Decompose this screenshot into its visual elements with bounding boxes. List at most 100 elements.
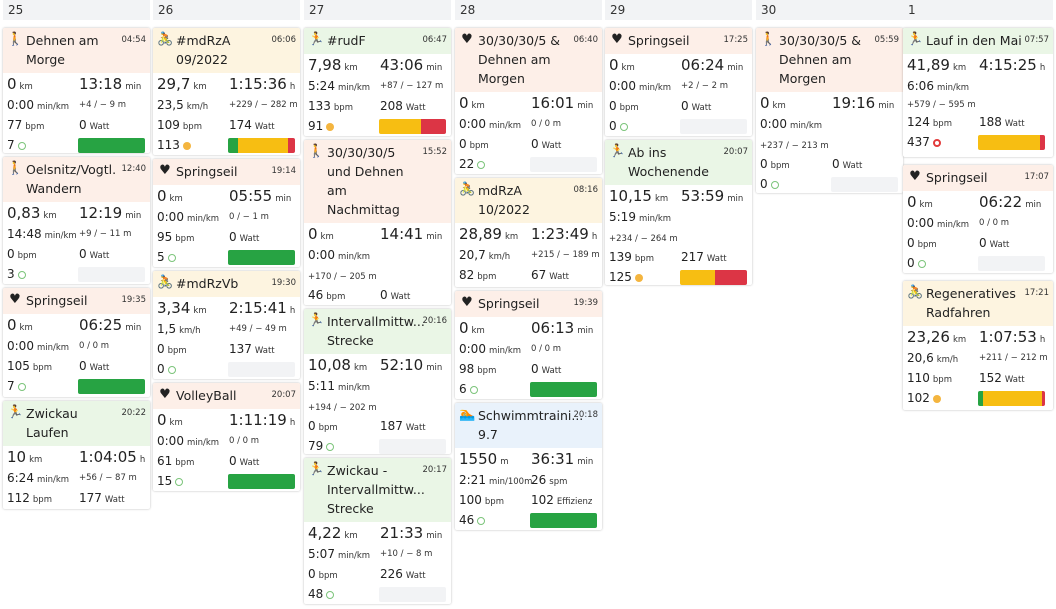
activity-card[interactable]: 🚶 Dehnen am Morge 04:54 0 km 13:18 min 0:00…: [3, 28, 150, 153]
activity-header[interactable]: 🚶 Oelsnitz/Vogtl. Wandern 12:40: [3, 157, 150, 202]
activity-card[interactable]: 🏃 #rudF 06:47 7,98 km 43:06 min 5:24 min/km +…: [304, 28, 451, 136]
day-header: 28: [455, 0, 602, 20]
day-column-26: 26 🚴 #mdRzA 09/2022 06:06 29,7 km 1:15:36 h…: [153, 0, 300, 491]
hiking-icon: 🚶: [7, 161, 24, 176]
load-indicator-icon: [477, 516, 486, 525]
activity-time: 19:35: [121, 295, 147, 305]
activity-card[interactable]: 🚶 30/30/30/5 und Dehnen am Nachmittag 15…: [304, 140, 451, 305]
activity-header[interactable]: ♥ Springseil 17:25: [605, 28, 752, 54]
day-header: 30: [756, 0, 903, 20]
activity-card[interactable]: 🚴 Regeneratives Radfahren 17:21 23,26 km 1…: [903, 281, 1053, 410]
activity-header[interactable]: 🚶 30/30/30/5 und Dehnen am Nachmittag 15…: [304, 140, 451, 223]
activity-time: 17:07: [1024, 172, 1050, 182]
activity-card[interactable]: ♥ Springseil 19:14 0 km 05:55 min 0:00 min/k…: [153, 159, 300, 267]
intensity-bar: [530, 382, 597, 397]
activity-title: Dehnen am Morge: [26, 33, 99, 67]
activity-title: Oelsnitz/Vogtl. Wandern: [26, 162, 117, 196]
activity-header[interactable]: ♥ Springseil 19:39: [455, 291, 602, 317]
activity-header[interactable]: 🏃 Zwickau Laufen 20:22: [3, 401, 150, 446]
intensity-bar: [78, 267, 145, 282]
distance-value: 0: [7, 75, 17, 93]
activity-card[interactable]: 🏃 Zwickau Laufen 20:22 10 km 1:04:05 h 6:24…: [3, 401, 150, 509]
activity-time: 20:07: [723, 147, 749, 157]
activity-header[interactable]: 🏃 Zwickau - Intervallmittw... Strecke 20…: [304, 458, 451, 522]
activity-card[interactable]: 🏊 Schwimmtraini... 9.7 20:18 1550 m 36:31 m…: [455, 403, 602, 530]
activity-title: #mdRzA 09/2022: [176, 33, 231, 67]
intensity-bar: [379, 439, 446, 454]
stats-row: 77 bpm 0 Watt: [7, 118, 110, 132]
activity-card[interactable]: ♥ VolleyBall 20:07 0 km 1:11:19 h 0:00 min/k…: [153, 383, 300, 491]
activity-header[interactable]: 🚴 mdRzA 10/2022 08:16: [455, 178, 602, 223]
activity-header[interactable]: 🚶 30/30/30/5 & Dehnen am Morgen 05:59: [756, 28, 903, 92]
activity-header[interactable]: 🏊 Schwimmtraini... 9.7 20:18: [455, 403, 602, 448]
stretching-icon: 🚶: [308, 144, 325, 159]
load-indicator-icon: [477, 160, 486, 169]
heartbeat-icon: ♥: [461, 295, 473, 310]
activity-time: 17:21: [1024, 288, 1050, 298]
activity-card[interactable]: ♥ Springseil 17:25 0 km 06:24 min 0:00 min/k…: [605, 28, 752, 136]
activity-header[interactable]: ♥ Springseil 19:14: [153, 159, 300, 185]
cycling-icon: 🚴: [459, 182, 476, 197]
running-icon: 🏃: [907, 32, 924, 47]
day-column-29: 29 ♥ Springseil 17:25 0 km 06:24 min 0:00 mi…: [605, 0, 752, 285]
stretching-icon: 🚶: [7, 32, 24, 47]
intensity-bar: [228, 362, 295, 377]
activity-card[interactable]: 🚴 #mdRzVb 19:30 3,34 km 2:15:41 h 1,5 km/h +4…: [153, 271, 300, 379]
activity-card[interactable]: 🚶 Oelsnitz/Vogtl. Wandern 12:40 0,83 km 12…: [3, 157, 150, 284]
activity-card[interactable]: 🏃 Zwickau - Intervallmittw... Strecke 20…: [304, 458, 451, 604]
activity-time: 19:39: [573, 298, 599, 308]
activity-card[interactable]: 🏃 Lauf in den Mai 07:57 41,89 km 4:15:25 h …: [903, 28, 1053, 157]
activity-title: Springseil: [926, 170, 988, 185]
activity-header[interactable]: ♥ VolleyBall 20:07: [153, 383, 300, 409]
activity-header[interactable]: 🚶 Dehnen am Morge 04:54: [3, 28, 150, 73]
pace-value: 0:00: [7, 98, 34, 112]
load-indicator-icon: [634, 273, 643, 282]
activity-time: 17:25: [723, 35, 749, 45]
activity-time: 06:06: [271, 35, 297, 45]
activity-header[interactable]: ♥ 30/30/30/5 & Dehnen am Morgen 06:40: [455, 28, 602, 92]
intensity-bar: [680, 119, 747, 134]
activity-card[interactable]: 🏃 Ab ins Wochenende 20:07 10,15 km 53:59 mi…: [605, 140, 752, 285]
activity-title: mdRzA 10/2022: [478, 183, 530, 217]
day-column-28: 28 ♥ 30/30/30/5 & Dehnen am Morgen 06:40…: [455, 0, 602, 530]
heartrate-value: 77: [7, 118, 23, 132]
activity-header[interactable]: 🚴 Regeneratives Radfahren 17:21: [903, 281, 1053, 326]
activity-card[interactable]: ♥ Springseil 19:39 0 km 06:13 min 0:00 min/k…: [455, 291, 602, 399]
activity-header[interactable]: 🏃 Ab ins Wochenende 20:07: [605, 140, 752, 185]
intensity-bar: [530, 513, 597, 528]
activity-header[interactable]: ♥ Springseil 17:07: [903, 165, 1053, 191]
load-score: 7: [7, 138, 15, 152]
intensity-bar: [831, 177, 898, 192]
activity-header[interactable]: 🚴 #mdRzA 09/2022 06:06: [153, 28, 300, 73]
activity-title: Springseil: [26, 293, 88, 308]
cycling-icon: 🚴: [907, 285, 924, 300]
activity-card[interactable]: ♥ Springseil 19:35 0 km 06:25 min 0:00 min/k…: [3, 288, 150, 397]
day-column-25: 25 🚶 Dehnen am Morge 04:54 0 km 13:18 min 0…: [3, 0, 150, 509]
activity-time: 06:40: [573, 35, 599, 45]
activity-time: 20:07: [271, 390, 297, 400]
day-column-27: 27 🏃 #rudF 06:47 7,98 km 43:06 min 5:24 min/…: [304, 0, 451, 604]
load-indicator-icon: [932, 138, 941, 147]
activity-header[interactable]: 🏃 #rudF 06:47: [304, 28, 451, 54]
day-column-1: 1 🏃 Lauf in den Mai 07:57 41,89 km 4:15:25…: [903, 0, 1053, 410]
day-header: 29: [605, 0, 752, 20]
intensity-bar: [228, 474, 295, 489]
activity-card[interactable]: 🚴 mdRzA 10/2022 08:16 28,89 km 1:23:49 h 20…: [455, 178, 602, 287]
activity-header[interactable]: ♥ Springseil 19:35: [3, 288, 150, 314]
activity-time: 06:47: [422, 35, 448, 45]
activity-title: Lauf in den Mai: [926, 33, 1022, 48]
activity-card[interactable]: 🏃 Intervallmittw... Strecke 20:16 10,08 k…: [304, 309, 451, 454]
activity-header[interactable]: 🏃 Intervallmittw... Strecke 20:16: [304, 309, 451, 354]
swimming-icon: 🏊: [459, 407, 476, 422]
activity-header[interactable]: 🏃 Lauf in den Mai 07:57: [903, 28, 1053, 54]
activity-title: #mdRzVb: [176, 276, 239, 291]
activity-card[interactable]: ♥ Springseil 17:07 0 km 06:22 min 0:00 min/k…: [903, 165, 1053, 273]
activity-card[interactable]: 🚴 #mdRzA 09/2022 06:06 29,7 km 1:15:36 h 23…: [153, 28, 300, 155]
activity-header[interactable]: 🚴 #mdRzVb 19:30: [153, 271, 300, 297]
heartbeat-icon: ♥: [909, 169, 921, 184]
heartbeat-icon: ♥: [611, 32, 623, 47]
stretching-icon: 🚶: [760, 32, 777, 47]
activity-time: 20:16: [422, 316, 448, 326]
